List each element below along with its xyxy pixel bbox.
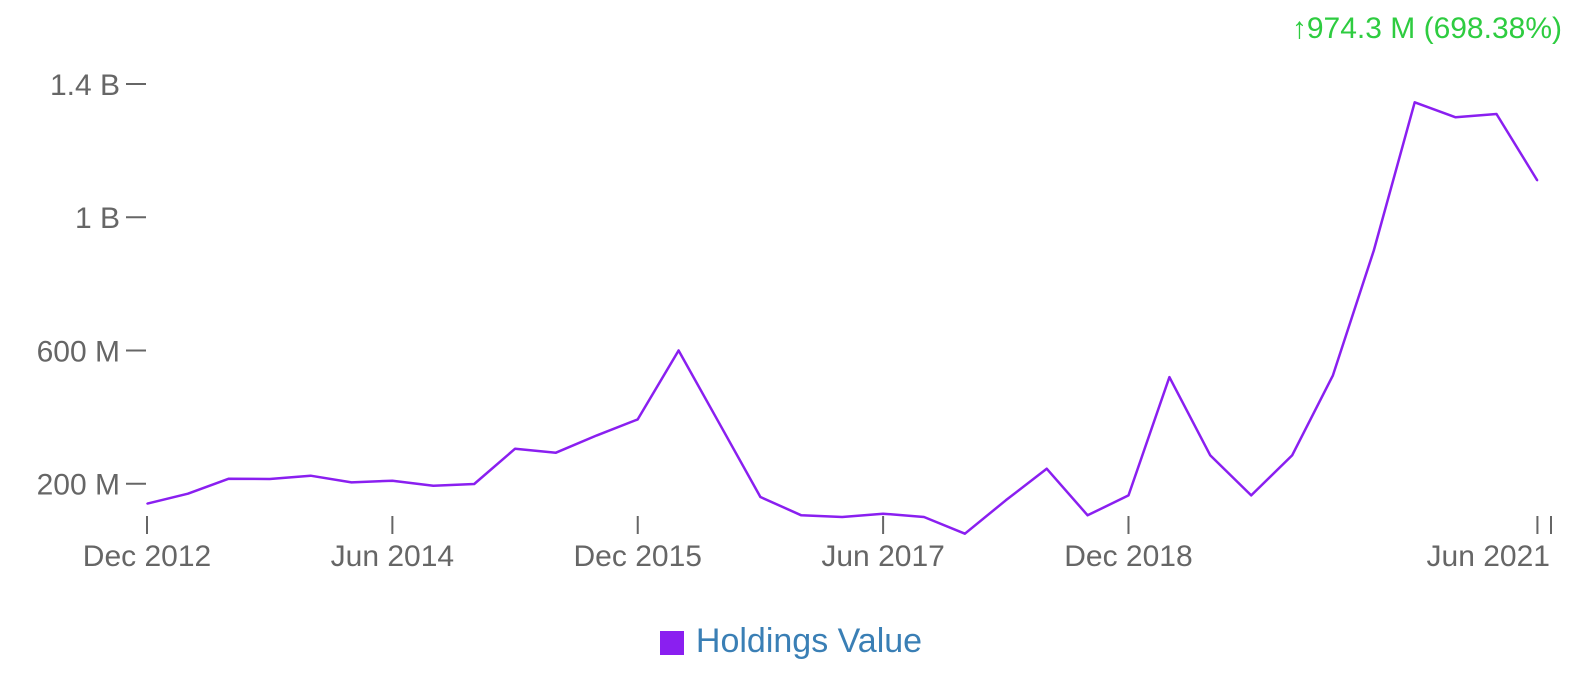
data-point <box>268 478 271 480</box>
y-tick-label: 200 M <box>37 469 120 502</box>
value-change-text: 974.3 M (698.38%) <box>1306 12 1562 45</box>
data-point <box>187 492 189 495</box>
data-point <box>432 484 435 487</box>
series-line-holdings-value <box>146 101 1539 535</box>
x-tick-label: Dec 2018 <box>1064 540 1192 573</box>
y-tick-label: 1 B <box>75 202 120 235</box>
data-point <box>759 496 762 498</box>
y-tick-label: 1.4 B <box>50 69 120 102</box>
data-point <box>800 514 803 517</box>
data-point <box>1536 179 1539 182</box>
value-change-badge: ↑974.3 M (698.38%) <box>1292 12 1562 46</box>
data-point <box>555 451 557 454</box>
data-point <box>350 481 353 484</box>
arrow-up-icon: ↑ <box>1291 12 1307 45</box>
x-tick-label: Jun 2014 <box>331 540 454 573</box>
x-tick-label: Dec 2015 <box>574 540 702 573</box>
data-point <box>1332 374 1334 377</box>
data-point <box>923 516 925 518</box>
data-point <box>882 512 884 515</box>
data-point <box>1373 249 1375 252</box>
data-point <box>1454 116 1457 119</box>
data-point <box>1004 499 1007 502</box>
data-point <box>1209 454 1212 457</box>
data-point <box>1086 514 1089 517</box>
data-point <box>1127 494 1130 497</box>
data-point <box>1291 454 1293 457</box>
x-tick-label: Jun 2021 <box>1427 540 1550 573</box>
data-point <box>309 474 312 477</box>
data-point <box>1045 467 1048 470</box>
data-point <box>1250 494 1252 497</box>
chart-legend[interactable]: Holdings Value <box>0 622 1582 661</box>
data-point <box>1495 113 1498 115</box>
data-point <box>227 477 230 480</box>
data-point <box>596 434 598 437</box>
data-point <box>391 479 394 482</box>
legend-label: Holdings Value <box>695 622 923 660</box>
y-tick-label: 600 M <box>37 335 120 368</box>
x-tick-label: Dec 2012 <box>83 540 211 573</box>
data-point <box>514 447 516 450</box>
x-tick-label: Jun 2017 <box>821 540 944 573</box>
data-point <box>636 418 639 421</box>
data-point <box>718 422 721 425</box>
data-point <box>1168 376 1171 378</box>
legend-swatch <box>659 631 684 655</box>
data-point <box>1413 101 1416 104</box>
data-point <box>964 532 966 535</box>
data-point <box>146 502 148 505</box>
data-point <box>841 516 844 518</box>
data-point <box>677 349 680 352</box>
data-point <box>473 483 475 485</box>
